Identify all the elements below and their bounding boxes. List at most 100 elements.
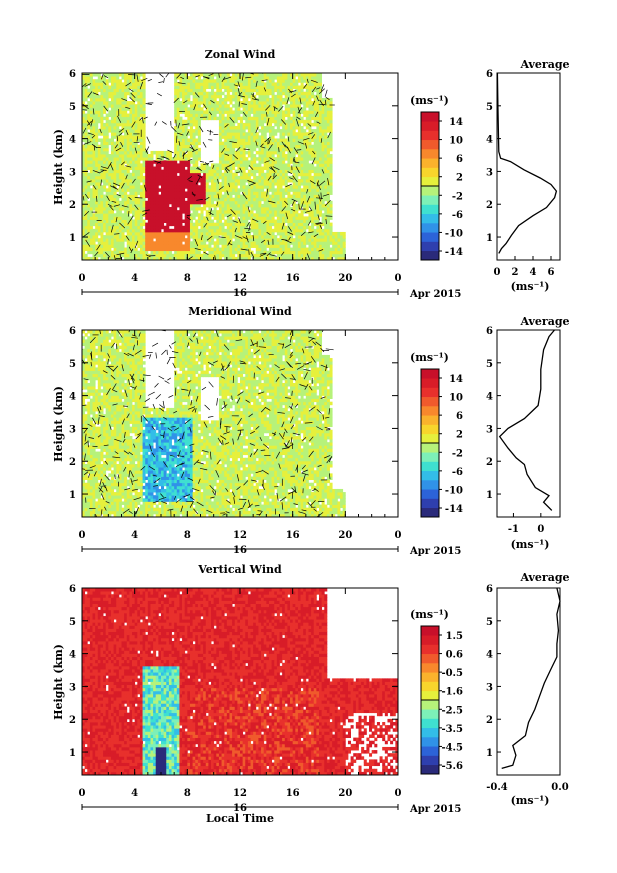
heatmap-cell	[161, 154, 165, 158]
heatmap-cell	[184, 97, 188, 102]
heatmap-cell	[232, 157, 236, 161]
heatmap-cell	[92, 213, 96, 217]
heatmap-cell	[163, 163, 167, 167]
heatmap-cell	[218, 219, 222, 223]
heatmap-cell	[150, 178, 154, 183]
heatmap-cell	[108, 225, 112, 230]
heatmap-cell	[189, 172, 193, 177]
heatmap-cell	[303, 247, 307, 252]
heatmap-cell	[240, 163, 244, 167]
heatmap-cell	[266, 253, 270, 258]
heatmap-cell	[321, 197, 325, 202]
heatmap-cell	[158, 222, 162, 227]
heatmap-cell	[171, 247, 175, 252]
heatmap-cell	[240, 88, 244, 93]
heatmap-cell	[242, 182, 246, 186]
heatmap-cell	[321, 216, 325, 220]
heatmap-cell	[118, 188, 122, 192]
heatmap-cell	[271, 188, 275, 192]
heatmap-cell	[316, 191, 320, 195]
heatmap-cell	[271, 85, 275, 89]
heatmap-cell	[319, 125, 323, 130]
heatmap-cell	[92, 238, 96, 242]
heatmap-cell	[163, 247, 167, 252]
heatmap-cell	[276, 97, 280, 102]
heatmap-cell	[250, 76, 254, 80]
heatmap-cell	[182, 210, 186, 214]
heatmap-cell	[234, 191, 238, 195]
heatmap-cell	[313, 76, 317, 80]
heatmap-cell	[290, 178, 294, 183]
heatmap-cell	[305, 178, 309, 183]
heatmap-cell	[205, 79, 209, 83]
heatmap-cell	[313, 160, 317, 164]
heatmap-cell	[300, 247, 304, 252]
heatmap-cell	[218, 207, 222, 211]
heatmap-cell	[326, 216, 330, 220]
heatmap-cell	[192, 241, 196, 245]
heatmap-cell	[300, 163, 304, 167]
heatmap-cell	[282, 219, 286, 223]
heatmap-cell	[110, 250, 114, 255]
heatmap-cell	[311, 101, 315, 105]
heatmap-cell	[110, 138, 114, 142]
heatmap-cell	[171, 169, 175, 174]
heatmap-cell	[192, 94, 196, 99]
heatmap-cell	[89, 222, 93, 227]
heatmap-cell	[274, 73, 278, 77]
heatmap-cell	[142, 144, 146, 149]
heatmap-cell	[240, 129, 244, 133]
heatmap-cell	[100, 225, 104, 230]
heatmap-cell	[287, 125, 291, 130]
heatmap-cell	[179, 147, 183, 152]
heatmap-cell	[292, 241, 296, 245]
heatmap-cell	[255, 188, 259, 192]
heatmap-cell	[189, 125, 193, 130]
heatmap-cell	[292, 200, 296, 205]
heatmap-cell	[203, 194, 207, 199]
heatmap-cell	[189, 203, 193, 208]
heatmap-cell	[226, 154, 230, 158]
heatmap-cell	[287, 185, 291, 189]
heatmap-cell	[216, 175, 220, 180]
heatmap-cell	[253, 141, 257, 146]
heatmap-cell	[282, 160, 286, 164]
heatmap-cell	[205, 247, 209, 252]
heatmap-cell	[271, 182, 275, 186]
heatmap-cell	[213, 94, 217, 99]
heatmap-cell	[240, 203, 244, 208]
heatmap-cell	[268, 116, 272, 121]
heatmap-cell	[240, 235, 244, 239]
heatmap-cell	[292, 116, 296, 121]
heatmap-cell	[284, 175, 288, 180]
heatmap-cell	[216, 216, 220, 220]
heatmap-cell	[295, 169, 299, 174]
heatmap-cell	[97, 160, 101, 164]
heatmap-cell	[321, 228, 325, 233]
heatmap-cell	[110, 200, 114, 205]
heatmap-cell	[124, 104, 128, 108]
heatmap-cell	[258, 147, 262, 152]
heatmap-cell	[284, 157, 288, 161]
heatmap-cell	[303, 197, 307, 202]
heatmap-cell	[184, 91, 188, 96]
heatmap-cell	[84, 256, 88, 260]
heatmap-cell	[250, 213, 254, 217]
heatmap-cell	[245, 238, 249, 242]
heatmap-cell	[103, 107, 107, 111]
heatmap-cell	[321, 238, 325, 242]
heatmap-cell	[224, 210, 228, 214]
heatmap-cell	[268, 97, 272, 102]
heatmap-cell	[150, 175, 154, 180]
heatmap-cell	[163, 256, 167, 260]
heatmap-cell	[161, 160, 165, 164]
heatmap-cell	[139, 250, 143, 255]
heatmap-cell	[324, 216, 328, 220]
heatmap-cell	[311, 150, 315, 155]
heatmap-cell	[103, 125, 107, 130]
heatmap-cell	[176, 119, 180, 124]
heatmap-cell	[295, 144, 299, 149]
heatmap-cell	[276, 228, 280, 233]
heatmap-cell	[250, 116, 254, 121]
heatmap-cell	[197, 203, 201, 208]
